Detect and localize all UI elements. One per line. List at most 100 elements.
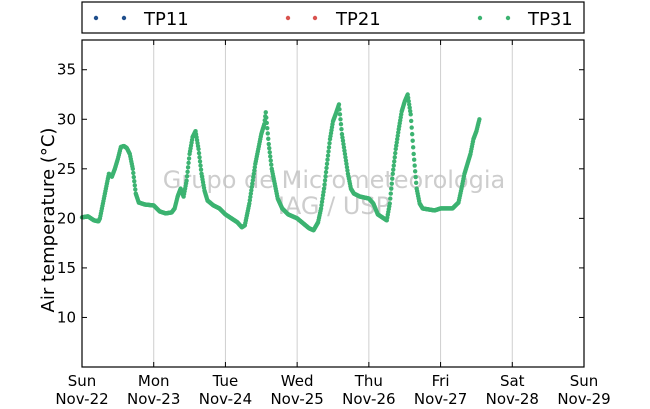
y-tick-label: 10 [57,308,76,326]
data-point [394,140,399,145]
data-point [406,95,411,101]
data-point [324,161,330,167]
data-point [392,155,397,160]
data-point [319,199,325,205]
data-point [409,131,415,137]
data-point [326,145,332,150]
data-point [265,125,270,131]
data-point [322,178,328,183]
data-point [395,136,400,142]
data-point [409,125,414,130]
data-point [325,157,330,162]
data-point [344,164,350,170]
data-point [337,112,343,117]
legend-label-tp11: TP11 [143,9,189,30]
data-point [320,193,326,198]
data-point [395,133,400,138]
legend: TP11 TP21 TP31 [81,1,585,34]
data-point [341,145,347,150]
data-point [390,171,395,176]
data-point [412,163,417,168]
data-point [406,102,412,107]
y-axis-title: Air temperature (°C) [38,128,59,313]
y-tick-label: 35 [57,61,76,79]
legend-frame [81,1,585,34]
data-point [266,141,271,147]
data-point [323,174,328,179]
data-point [131,170,136,176]
data-point [268,158,273,163]
data-point [198,163,203,168]
watermark: Grupo de Micrometeorologia IAG / USP [163,166,505,220]
data-point [186,160,191,166]
data-point [339,126,344,132]
watermark-line-2: IAG / USP [278,192,390,220]
legend-label-tp21: TP21 [335,9,381,30]
data-point [321,186,327,191]
data-point [388,196,393,201]
x-tick-label-weekday: Mon [138,372,170,390]
y-tick-label: 25 [57,160,76,178]
data-point [265,131,270,136]
data-point [132,179,137,184]
x-tick-label-weekday: Tue [212,372,239,390]
data-point [267,150,272,155]
data-point [249,188,254,193]
data-point [336,102,342,107]
data-point [263,110,268,115]
plot-frame [81,39,585,368]
data-point [388,191,393,196]
data-point [408,112,413,117]
x-gridlines [153,40,513,367]
data-point [252,168,257,173]
data-point [247,201,252,206]
y-tick-label: 30 [57,110,76,128]
data-point [394,143,399,148]
data-point [252,164,258,170]
data-point [477,117,482,122]
data-point [197,159,203,164]
data-point [327,141,332,146]
legend-marker-tp11-a [93,15,99,21]
data-point [342,148,347,153]
data-point [249,184,255,190]
data-point [266,136,271,141]
data-point [186,156,192,161]
x-tick-label-weekday: Wed [281,372,314,390]
data-point [197,155,202,160]
data-point [132,183,137,188]
legend-marker-tp31-b [505,15,511,21]
data-point [390,176,395,181]
data-point [405,92,410,97]
data-point [184,178,189,183]
data-point [396,130,401,135]
data-point [406,98,411,104]
data-point [184,174,190,179]
data-point [133,187,138,192]
data-point [268,154,273,159]
data-point [338,122,344,127]
data-point [250,178,256,183]
data-point [269,162,274,167]
legend-marker-tp21-b [312,15,318,21]
data-point [323,169,329,175]
x-tick-label-date: Nov-27 [414,390,467,408]
data-point [248,191,254,196]
data-point [322,182,327,187]
legend-marker-tp31-a [477,15,483,21]
x-tick-label-date: Nov-26 [342,390,395,408]
x-tick-label-date: Nov-28 [486,390,539,408]
x-tick-label-weekday: Sat [500,372,525,390]
x-tick-label-date: Nov-23 [127,390,180,408]
data-point [411,151,416,157]
legend-marker-tp11-b [121,15,127,21]
data-point [340,138,346,143]
data-point [408,118,414,124]
data-point [321,189,326,195]
x-tick-label-date: Nov-22 [55,390,108,408]
x-tick-label-date: Nov-25 [270,390,323,408]
data-point [391,163,396,168]
data-point [343,158,349,163]
